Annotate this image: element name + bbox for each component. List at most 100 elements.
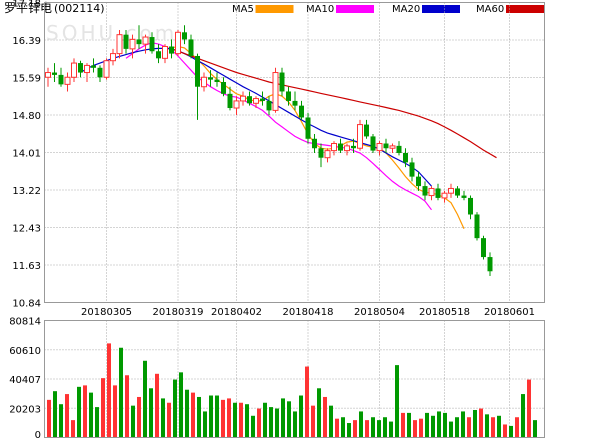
date-tick-label: 20180518: [419, 307, 470, 318]
candle-body: [461, 195, 467, 198]
price-tick-label: 17.18: [12, 0, 41, 10]
volume-bar: [293, 411, 297, 438]
candlestick: [240, 91, 246, 106]
volume-bar: [527, 379, 531, 438]
candle-body: [318, 148, 324, 158]
candlestick: [409, 157, 415, 182]
volume-bar: [83, 385, 87, 438]
candle-body: [376, 143, 383, 152]
volume-bar: [521, 394, 525, 438]
candlestick: [103, 58, 110, 80]
volume-bar: [59, 404, 63, 438]
volume-bar: [173, 379, 177, 438]
volume-bar: [227, 398, 231, 438]
candlestick: [344, 143, 350, 156]
candlestick: [481, 235, 486, 260]
candle-body: [201, 76, 207, 88]
volume-bar: [155, 373, 159, 438]
candlestick: [208, 70, 213, 87]
candlestick: [52, 63, 57, 82]
candle-body: [487, 257, 493, 272]
date-tick-label: 20180418: [283, 307, 334, 318]
volume-bar: [473, 409, 477, 438]
volume-tick-label: 60610: [9, 346, 41, 357]
candle-body: [266, 100, 272, 111]
candlestick: [84, 63, 90, 82]
volume-bar: [281, 398, 285, 438]
candlestick: [416, 171, 421, 191]
candle-body: [370, 136, 376, 151]
candle-body: [91, 65, 96, 68]
candle-body: [409, 162, 415, 177]
candlestick: [435, 183, 441, 201]
candlestick: [396, 141, 402, 156]
candle-body: [142, 36, 149, 45]
candle-body: [129, 38, 136, 50]
candle-body: [110, 53, 116, 62]
volume-bar: [185, 389, 189, 438]
candlestick: [78, 60, 83, 78]
candle-body: [351, 145, 356, 149]
candlestick: [149, 32, 155, 54]
candlestick: [227, 86, 233, 111]
volume-bar: [389, 421, 393, 438]
candle-body: [338, 143, 343, 151]
volume-bar: [125, 375, 129, 438]
candlestick: [136, 25, 142, 49]
candlestick: [233, 96, 240, 116]
volume-bar: [167, 402, 171, 438]
volume-bar: [413, 420, 417, 438]
legend-label-ma10: MA10: [306, 4, 334, 15]
candlestick: [403, 148, 408, 168]
volume-bar: [53, 391, 57, 438]
candlestick: [305, 112, 311, 144]
candlestick: [461, 190, 467, 201]
ma-line-ma10: [125, 42, 432, 211]
candlestick: [201, 72, 207, 92]
volume-bar: [335, 418, 339, 438]
volume-tick-label: 80814: [9, 317, 41, 328]
candlestick: [351, 138, 356, 153]
volume-bar: [515, 417, 519, 438]
date-tick-label: 20180504: [354, 307, 405, 318]
volume-bar: [191, 392, 195, 438]
candlestick: [71, 58, 77, 82]
moving-average-lines: [80, 42, 497, 229]
stock-name: 罗平锌电: [4, 1, 52, 15]
candle-body: [286, 91, 291, 101]
volume-bar: [311, 405, 315, 438]
candle-body: [260, 98, 265, 101]
candle-body: [253, 98, 259, 104]
candle-body: [116, 34, 123, 55]
candle-body: [149, 37, 155, 52]
volume-bar: [197, 396, 201, 438]
candle-body: [156, 51, 161, 59]
candle-body: [441, 192, 448, 199]
volume-bar: [251, 415, 255, 438]
candle-body: [364, 124, 369, 137]
candle-body: [403, 152, 408, 163]
volume-bar: [65, 394, 69, 438]
candlestick: [383, 138, 389, 153]
candlestick: [292, 91, 298, 111]
volume-bar: [431, 415, 435, 438]
candlestick: [376, 141, 383, 156]
price-tick-label: 10.84: [12, 299, 41, 310]
candlestick: [448, 183, 454, 198]
price-tick-label: 14.80: [12, 111, 41, 122]
candle-body: [272, 72, 279, 111]
volume-bar: [497, 415, 501, 438]
candle-body: [97, 67, 103, 78]
candle-body: [331, 143, 337, 152]
volume-bar: [161, 398, 165, 438]
candlestick: [169, 39, 174, 59]
candlestick: [97, 65, 103, 82]
date-tick-label: 20180601: [484, 307, 535, 318]
volume-bar: [299, 395, 303, 438]
legend-swatch-ma60: [506, 5, 544, 13]
candlestick: [162, 44, 168, 64]
legend-label-ma5: MA5: [232, 4, 254, 15]
candlestick: [260, 91, 265, 106]
candlestick: [116, 29, 123, 59]
candle-body: [247, 96, 252, 104]
